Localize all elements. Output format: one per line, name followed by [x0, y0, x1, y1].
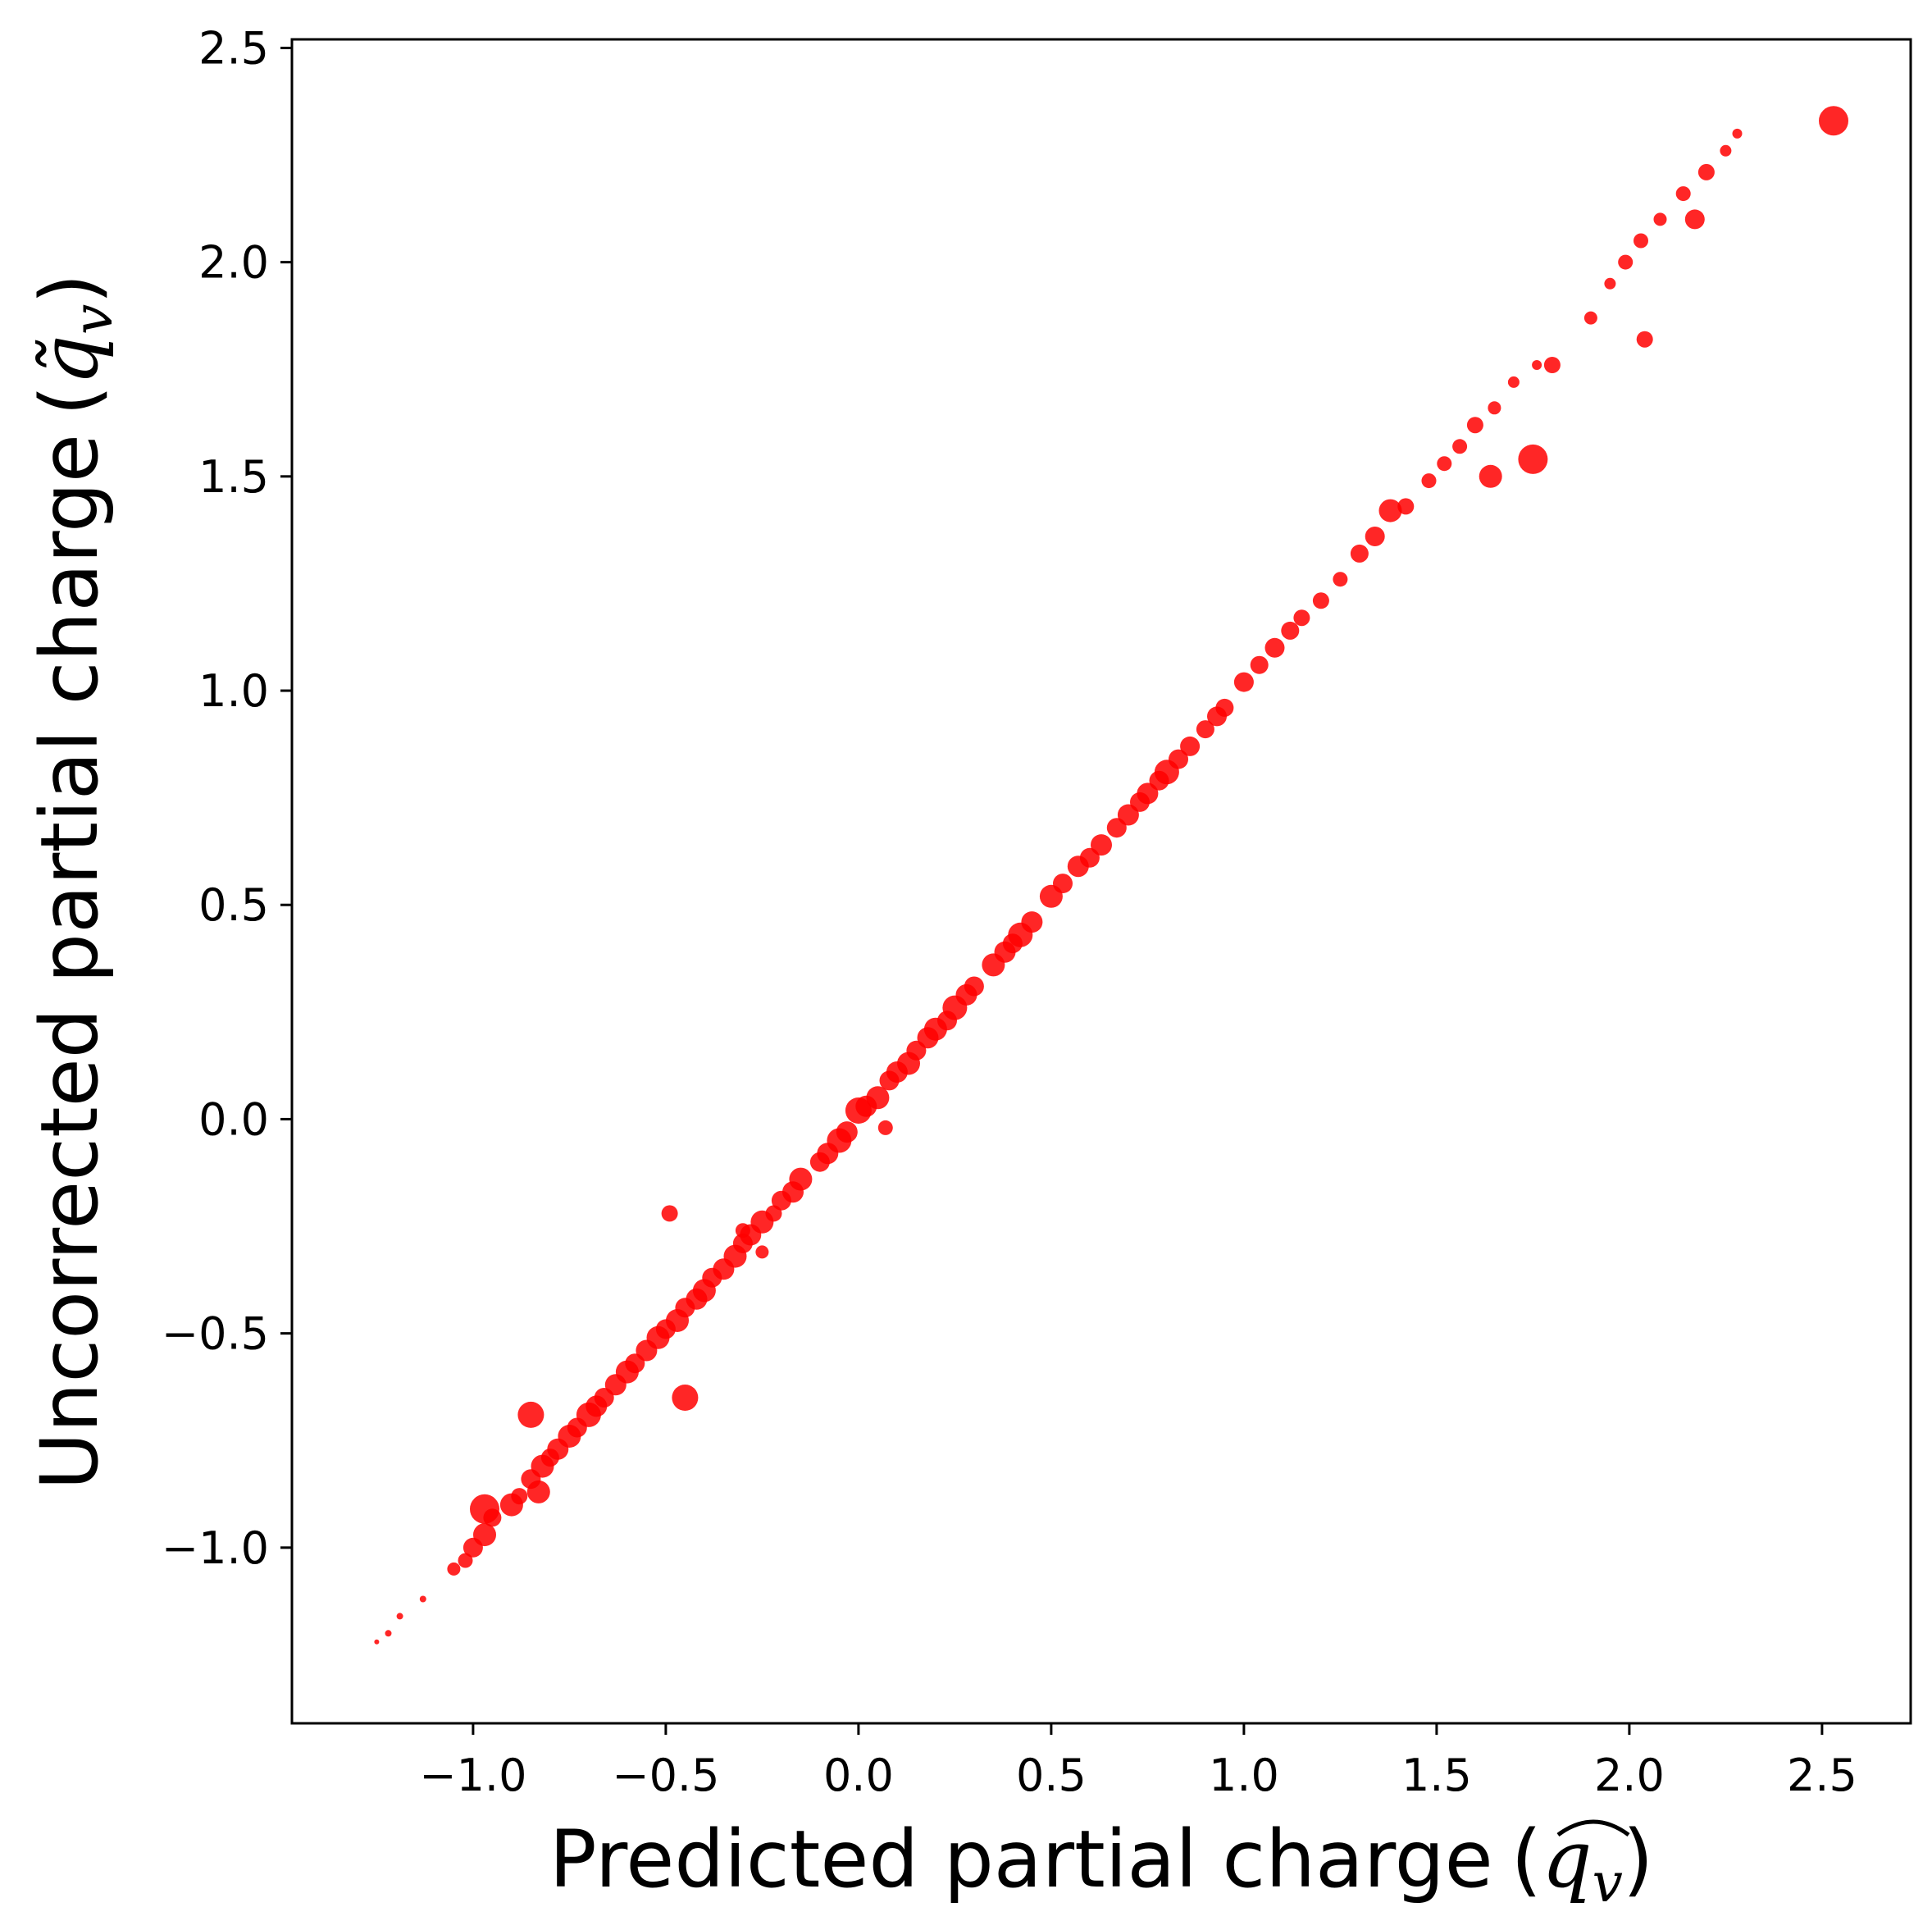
scatter-point: [470, 1494, 499, 1524]
scatter-point: [1452, 439, 1468, 454]
scatter-point: [458, 1553, 473, 1568]
y-tick-label: 0.0: [198, 1093, 269, 1145]
y-tick-label: 1.5: [198, 451, 269, 503]
scatter-point: [1397, 498, 1415, 515]
x-axis-label-hat: [1556, 1819, 1630, 1837]
scatter-point: [1488, 401, 1501, 415]
y-tick-label: −1.0: [162, 1522, 269, 1574]
scatter-point: [1021, 911, 1043, 933]
scatter-point: [672, 1385, 699, 1411]
scatter-point: [964, 976, 984, 997]
y-axis-label: Uncorrected partial charge(q̃v): [24, 273, 125, 1490]
y-tick-label: 2.5: [198, 22, 269, 74]
scatter-point: [1653, 212, 1667, 226]
scatter-point: [789, 1167, 813, 1191]
scatter-point: [1365, 527, 1385, 546]
scatter-point: [1333, 572, 1348, 587]
scatter-point: [526, 1480, 550, 1503]
scatter-point: [765, 1205, 782, 1222]
scatter-point: [1196, 720, 1214, 739]
x-tick-label: −0.5: [612, 1750, 719, 1801]
scatter-point: [1636, 331, 1653, 348]
scatter-point: [1466, 417, 1483, 434]
x-tick-label: 2.0: [1594, 1750, 1665, 1801]
x-axis-label: Predicted partial charge (qv): [549, 1814, 1654, 1914]
y-tick-label: −0.5: [162, 1308, 269, 1360]
x-tick-label: 0.0: [823, 1750, 894, 1801]
plot-frame: [290, 38, 1912, 1725]
scatter-point: [1604, 277, 1616, 290]
scatter-point: [374, 1639, 380, 1645]
scatter-point: [1507, 376, 1520, 388]
scatter-point: [755, 1245, 769, 1259]
y-axis-label-subscript: v: [62, 304, 125, 335]
scatter-point: [1293, 609, 1310, 627]
scatter-point: [1264, 637, 1285, 658]
y-axis-label-symbol: q̃: [24, 335, 116, 385]
scatter-point: [1675, 186, 1691, 202]
scatter-point: [735, 1223, 750, 1239]
x-tick-label: 2.5: [1787, 1750, 1857, 1801]
scatter-point: [419, 1595, 426, 1603]
scatter-point: [1312, 592, 1329, 609]
scatter-point: [1250, 655, 1269, 674]
scatter-point: [447, 1562, 461, 1576]
y-axis-label-text: Uncorrected partial charge: [24, 434, 116, 1490]
scatter-point: [1532, 360, 1542, 370]
scatter-point: [1053, 874, 1073, 894]
scatter-point: [1518, 444, 1548, 474]
scatter-points: [374, 106, 1848, 1645]
scatter-point: [396, 1613, 403, 1620]
scatter-point: [866, 1086, 890, 1110]
y-tick-label: 1.0: [198, 665, 269, 717]
x-tick-label: −1.0: [419, 1750, 526, 1801]
scatter-point: [877, 1120, 893, 1135]
scatter-point: [1720, 144, 1732, 157]
scatter-point: [1350, 544, 1369, 563]
scatter-point: [1618, 254, 1634, 270]
scatter-point: [1378, 499, 1402, 522]
scatter-point: [1583, 311, 1597, 325]
scatter-point: [1281, 621, 1300, 640]
scatter-point: [1543, 357, 1561, 373]
scatter-point: [1819, 106, 1848, 136]
scatter-point: [1634, 233, 1648, 249]
y-tick-label: 0.5: [198, 879, 269, 931]
scatter-point: [836, 1121, 858, 1143]
scatter-point: [1421, 473, 1437, 489]
scatter-point: [661, 1205, 678, 1222]
x-axis-label-subscript: v: [1593, 1851, 1623, 1914]
x-tick-label: 1.0: [1209, 1750, 1279, 1801]
x-tick-label: 0.5: [1016, 1750, 1087, 1801]
y-tick-label: 2.0: [198, 237, 269, 289]
scatter-point: [1732, 128, 1743, 139]
scatter-point: [1479, 464, 1502, 488]
scatter-point: [1684, 209, 1705, 230]
scatter-point: [385, 1630, 392, 1637]
scatter-point: [1091, 834, 1112, 856]
scatter-point: [1215, 698, 1234, 717]
scatter-point: [1233, 672, 1254, 692]
scatter-point: [1169, 749, 1188, 769]
y-axis-ticks: −1.0 −0.5 0.0 0.5 1.0 1.5 2.0 2.5: [162, 22, 292, 1574]
scatter-point: [1180, 736, 1201, 756]
scatter-point: [1437, 456, 1452, 472]
scatter-point: [511, 1488, 528, 1505]
scatter-point: [1697, 163, 1715, 180]
x-axis-label-text: Predicted partial charge: [549, 1814, 1493, 1905]
scatter-point: [473, 1523, 496, 1547]
x-axis-ticks: −1.0 −0.5 0.0 0.5 1.0 1.5 2.0 2.5: [419, 1723, 1857, 1801]
x-tick-label: 1.5: [1401, 1750, 1472, 1801]
scatter-point: [517, 1401, 545, 1428]
